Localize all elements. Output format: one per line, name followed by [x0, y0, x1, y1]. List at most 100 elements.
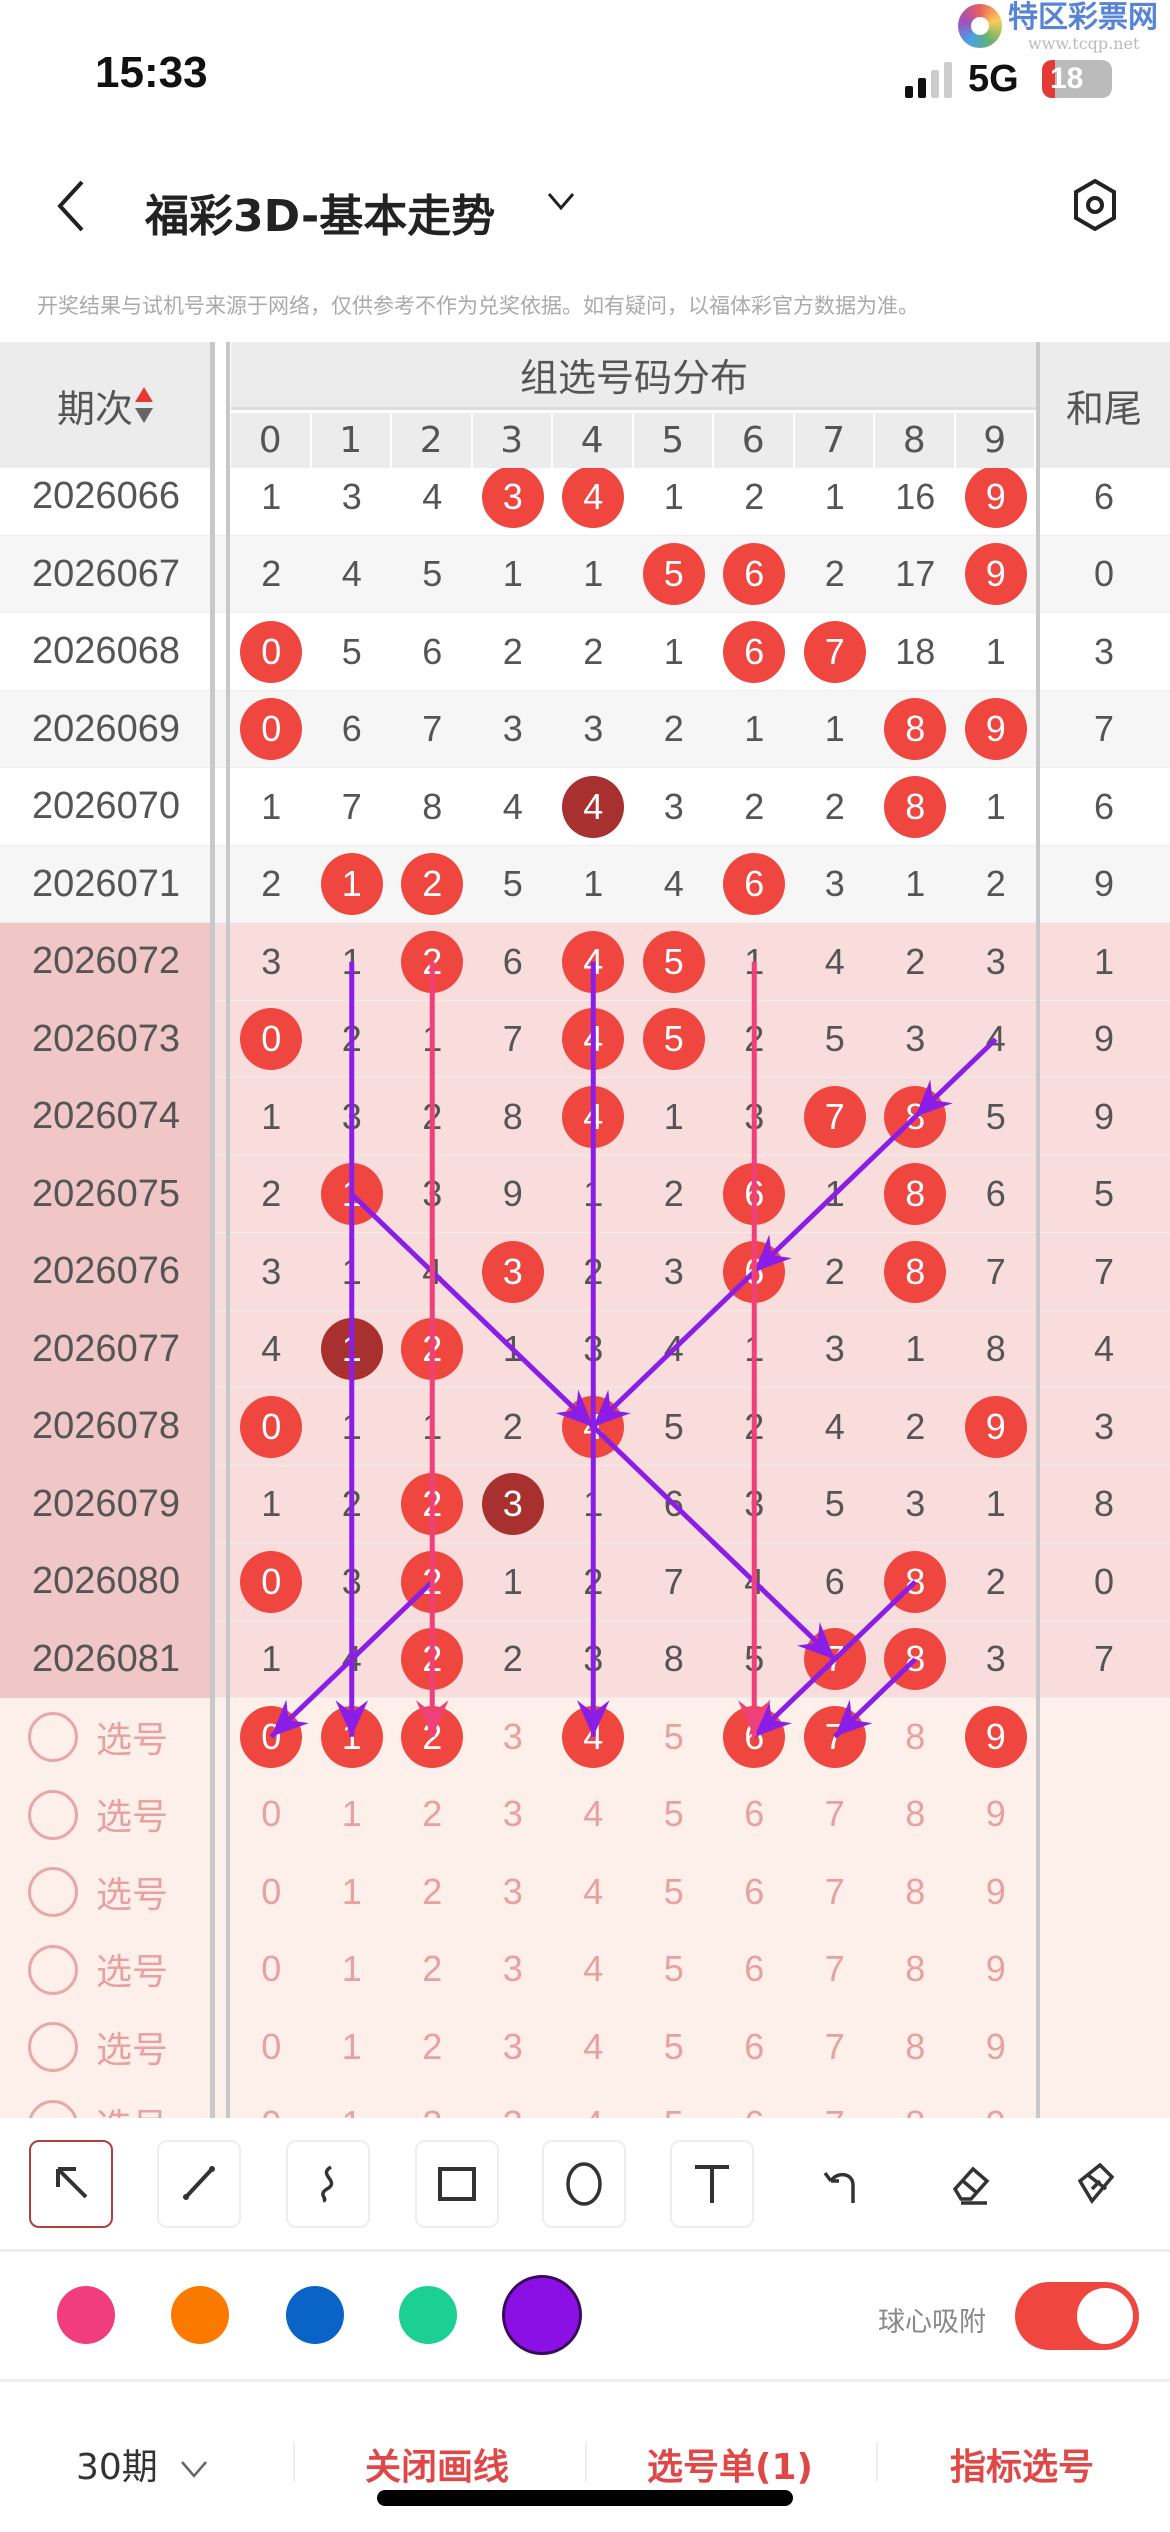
select-digit[interactable]: 9	[956, 2086, 1037, 2118]
drawn-arrow[interactable]	[591, 1269, 756, 1429]
color-swatch[interactable]	[57, 2286, 115, 2344]
select-digit[interactable]: 5	[663, 1715, 684, 1757]
select-digit[interactable]: 8	[905, 1870, 926, 1912]
drawing-overlay[interactable]	[0, 468, 1170, 2118]
home-indicator[interactable]	[377, 2490, 793, 2506]
sort-icon[interactable]	[133, 385, 155, 425]
color-swatch[interactable]	[502, 2275, 582, 2355]
select-radio[interactable]	[28, 1944, 78, 1995]
selection-list-button[interactable]: 选号单(1)	[647, 2447, 813, 2488]
select-digit[interactable]: 9	[985, 1870, 1006, 1912]
select-digit[interactable]: 7	[824, 2025, 845, 2067]
select-digit[interactable]: 4	[583, 1793, 604, 1835]
select-digit[interactable]: 6	[714, 2086, 795, 2118]
select-digit[interactable]: 3	[502, 1870, 523, 1912]
select-digit[interactable]: 1	[341, 1793, 362, 1835]
select-digit[interactable]: 8	[905, 1948, 926, 1990]
select-digit[interactable]: 8	[875, 2086, 956, 2118]
select-digit[interactable]: 8	[905, 1793, 926, 1835]
drawn-arrow[interactable]	[335, 961, 369, 1737]
select-digit[interactable]: 1	[341, 1948, 362, 1990]
indicator-select-button[interactable]: 指标选号	[949, 2447, 1095, 2488]
color-swatch[interactable]	[286, 2286, 344, 2344]
select-digit[interactable]: 6	[744, 1870, 765, 1912]
select-radio[interactable]	[28, 1867, 78, 1917]
text-tool-button[interactable]	[670, 2140, 754, 2228]
drawn-arrow[interactable]	[737, 961, 771, 1737]
arrow-tool-button[interactable]	[29, 2140, 113, 2228]
select-digit[interactable]: 7	[824, 1870, 845, 1912]
select-radio[interactable]	[28, 2022, 78, 2072]
period-header[interactable]: 期次	[0, 342, 212, 468]
period-count-dropdown[interactable]: 30期	[76, 2438, 209, 2490]
eraser-tool-button[interactable]	[928, 2140, 1012, 2228]
select-digit[interactable]: 7	[824, 1948, 845, 1990]
select-digit[interactable]: 4	[583, 1948, 604, 1990]
close-drawing-button[interactable]: 关闭画线	[364, 2447, 510, 2488]
select-digit[interactable]: 6	[744, 2025, 765, 2067]
select-digit[interactable]: 6	[744, 1793, 765, 1835]
select-digit[interactable]: 2	[422, 1870, 443, 1912]
drawn-arrow[interactable]	[913, 1037, 998, 1119]
select-digit[interactable]: 2	[392, 2086, 473, 2118]
select-digit[interactable]: 9	[985, 2025, 1006, 2067]
select-digit[interactable]: 2	[422, 2025, 443, 2067]
snap-toggle[interactable]	[1015, 2282, 1139, 2350]
select-digit[interactable]: 1	[341, 1870, 362, 1912]
drawn-arrow[interactable]	[591, 1424, 837, 1662]
select-digit[interactable]: 4	[553, 2086, 634, 2118]
freehand-tool-button[interactable]	[286, 2140, 370, 2228]
chevron-left-icon[interactable]	[52, 178, 92, 234]
select-digit[interactable]: 6	[744, 1948, 765, 1990]
drawn-arrow[interactable]	[752, 1114, 917, 1274]
select-digit[interactable]: 1	[341, 2025, 362, 2067]
select-digit[interactable]: 9	[956, 1698, 1037, 1776]
select-digit[interactable]: 3	[502, 1948, 523, 1990]
drawn-arrow[interactable]	[350, 1192, 595, 1429]
select-radio[interactable]	[28, 1789, 78, 1840]
select-digit[interactable]: 5	[663, 1948, 684, 1990]
drawn-arrow[interactable]	[415, 961, 449, 1737]
drawn-arrow[interactable]	[752, 1579, 917, 1739]
select-digit[interactable]: 2	[422, 1948, 443, 1990]
select-digit[interactable]: 0	[261, 1793, 282, 1835]
drawn-arrow[interactable]	[269, 1579, 434, 1739]
number-cell: 2	[824, 1250, 845, 1292]
rectangle-tool-button[interactable]	[415, 2140, 499, 2228]
clear-tool-button[interactable]	[1055, 2140, 1139, 2228]
select-digit[interactable]: 5	[634, 2086, 715, 2118]
select-row: 选号 0 1 2 3 4 5 6 7 8 9	[0, 1853, 1170, 1931]
select-digit[interactable]: 3	[473, 2086, 554, 2118]
select-digit[interactable]: 7	[824, 1793, 845, 1835]
select-digit[interactable]: 3	[502, 1715, 523, 1757]
select-digit[interactable]: 0	[261, 1870, 282, 1912]
drawn-arrow[interactable]	[576, 961, 610, 1737]
undo-tool-button[interactable]	[800, 2140, 884, 2228]
select-digit[interactable]: 4	[583, 2025, 604, 2067]
circle-tool-button[interactable]	[542, 2140, 626, 2228]
select-digit[interactable]: 8	[905, 1715, 926, 1757]
color-swatch[interactable]	[171, 2286, 229, 2344]
select-digit[interactable]: 9	[985, 1948, 1006, 1990]
color-swatch[interactable]	[399, 2286, 457, 2344]
select-digit[interactable]: 0	[231, 2086, 312, 2118]
select-digit[interactable]: 8	[905, 2025, 926, 2067]
line-tool-button[interactable]	[157, 2140, 241, 2228]
select-digit[interactable]: 3	[502, 1793, 523, 1835]
select-digit[interactable]: 7	[795, 2086, 876, 2118]
page-title[interactable]: 福彩3D-基本走势	[145, 191, 496, 242]
select-digit[interactable]: 1	[312, 2086, 393, 2118]
select-digit[interactable]: 9	[985, 1793, 1006, 1835]
select-digit[interactable]: 3	[502, 2025, 523, 2067]
select-radio[interactable]	[28, 1712, 78, 1762]
settings-icon[interactable]	[1072, 178, 1118, 232]
select-digit[interactable]: 0	[261, 2025, 282, 2067]
select-digit[interactable]: 5	[663, 1870, 684, 1912]
select-digit[interactable]: 5	[663, 2025, 684, 2067]
select-digit[interactable]: 0	[261, 1948, 282, 1990]
select-digit[interactable]: 5	[663, 1793, 684, 1835]
chevron-down-icon[interactable]	[545, 190, 577, 214]
select-digit[interactable]: 4	[583, 1870, 604, 1912]
drawn-arrow[interactable]	[833, 1657, 917, 1739]
select-digit[interactable]: 2	[422, 1793, 443, 1835]
